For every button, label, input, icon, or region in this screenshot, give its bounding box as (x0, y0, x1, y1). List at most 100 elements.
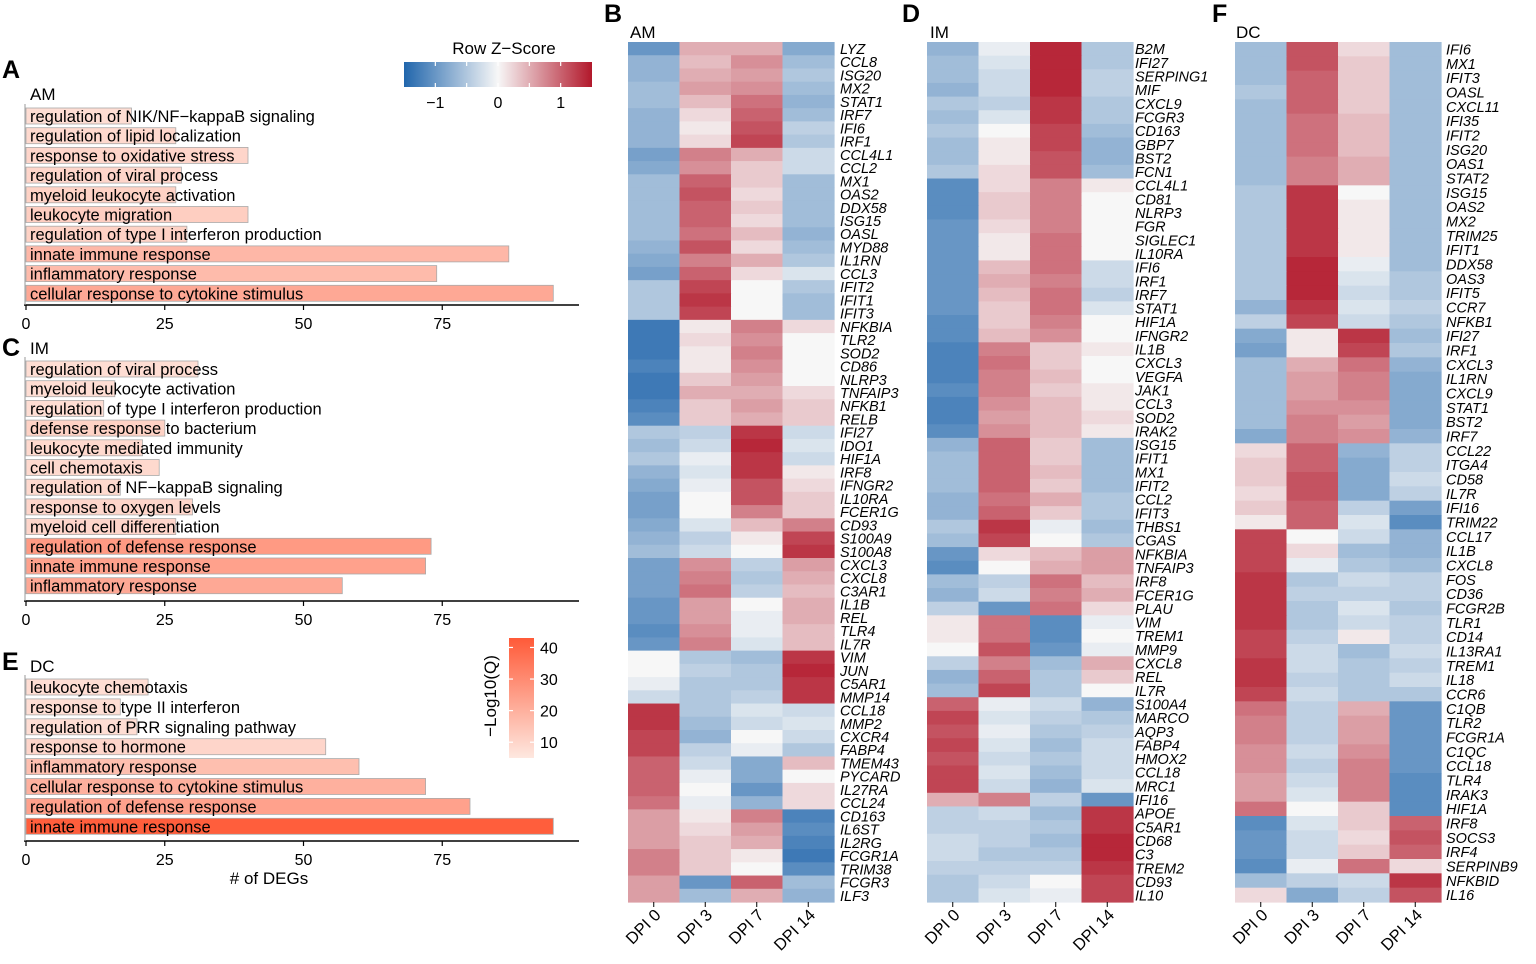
heatmap-cell (1235, 572, 1288, 588)
heatmap-cell (1389, 257, 1442, 272)
heatmap-cell (978, 847, 1031, 862)
heatmap-cell (679, 425, 732, 440)
gene-label: IRAK3 (1446, 788, 1488, 804)
heatmap-cell (1030, 820, 1083, 835)
heatmap-cell (731, 875, 784, 890)
heatmap-cell (1030, 656, 1083, 671)
heatmap-cell (679, 94, 732, 109)
gene-label: IL7R (840, 637, 871, 653)
heatmap-cell (1389, 300, 1442, 315)
gene-label: FCGR3 (1135, 111, 1184, 127)
heatmap-cell (782, 822, 835, 837)
heatmap-cell (679, 531, 732, 546)
gene-label: IL2RG (840, 836, 882, 852)
column-label: DPI 7 (1025, 906, 1067, 948)
gene-label: IRF1 (1135, 274, 1166, 290)
bar-label: response to hormone (30, 739, 186, 757)
heatmap-cell (731, 399, 784, 414)
heatmap-cell (1235, 472, 1288, 487)
heatmap-cell (1338, 300, 1391, 315)
gene-label: IRF4 (1446, 845, 1477, 861)
gene-label: ILF3 (840, 889, 869, 905)
heatmap-cell (782, 650, 835, 665)
heatmap-cell (679, 478, 732, 493)
heatmap-cell (1286, 328, 1339, 344)
heatmap-cell (628, 359, 681, 374)
heatmap-cell (1389, 730, 1442, 745)
heatmap-cell (1235, 185, 1288, 201)
gene-label: C5AR1 (1135, 820, 1182, 836)
heatmap-cell (1081, 396, 1134, 412)
heatmap-cell (1338, 343, 1391, 358)
column-label: DPI 3 (973, 906, 1015, 948)
bar (25, 518, 177, 535)
heatmap-cell (927, 396, 980, 412)
heatmap-cell (782, 663, 835, 678)
heatmap-cell (927, 533, 980, 548)
heatmap-cell (782, 68, 835, 83)
bar-charts: regulation of NIK/NF−kappaB signaling reg… (22, 104, 579, 869)
heatmap-cell (1286, 801, 1339, 817)
heatmap-cell (782, 161, 835, 175)
heatmap-cell (1338, 816, 1391, 831)
gene-label: IFIT1 (1446, 243, 1480, 259)
heatmap-cell (978, 806, 1031, 821)
heatmap-cell (782, 862, 835, 877)
heatmap-cell (978, 874, 1031, 889)
heatmap-cell (1235, 429, 1288, 444)
heatmap-cell (731, 465, 784, 480)
heatmap-cell (1338, 859, 1391, 874)
heatmap-cell (1286, 572, 1339, 588)
heatmap-cell (1081, 55, 1134, 70)
heatmap-cell (1389, 400, 1442, 416)
gene-label: IL1B (1135, 343, 1165, 359)
heatmap-cell (1081, 437, 1134, 453)
heatmap-cell (731, 253, 784, 268)
heatmap-cell (1030, 260, 1083, 275)
heatmap-cell (1235, 214, 1288, 229)
gene-label: OAS3 (1446, 272, 1485, 288)
heatmap-cell (927, 328, 980, 343)
heatmap-cell (731, 637, 784, 652)
gene-label: TRIM38 (840, 862, 892, 878)
heatmap-cell (927, 642, 980, 657)
bar-label: cell chemotaxis (30, 460, 143, 478)
heatmap-cell (978, 560, 1031, 575)
x-tick-label: 0 (22, 852, 31, 869)
heatmap-cell (782, 359, 835, 374)
heatmap-cell (1389, 816, 1442, 831)
bar (25, 577, 343, 595)
heatmap-cell (927, 888, 980, 903)
heatmap-cell (1389, 758, 1442, 774)
gene-label: IRAK2 (1135, 424, 1177, 440)
gene-label: LYZ (840, 42, 866, 58)
heatmap-cell (1235, 42, 1288, 57)
bar-label: innate immune response (30, 818, 211, 836)
gene-label: ISG15 (1446, 186, 1488, 202)
heatmap-cell (679, 491, 732, 506)
heatmap-cell (1081, 205, 1134, 221)
gene-label: IFIT1 (840, 293, 874, 309)
heatmap-cell (1030, 396, 1083, 412)
heatmap-cell (1081, 301, 1134, 316)
gene-label: ISG15 (1135, 438, 1177, 454)
q-legend-title: −Log10(Q) (481, 655, 500, 737)
heatmap-cell (1235, 758, 1288, 774)
heatmap-cell (1081, 710, 1134, 726)
heatmap-cell (1235, 887, 1288, 903)
heatmap-cell (1081, 656, 1134, 671)
heatmap-cell (679, 769, 732, 784)
heatmap-cell (978, 164, 1031, 180)
heatmap-cell (1235, 70, 1288, 86)
heatmap-cell (927, 205, 980, 221)
heatmap-cell (731, 412, 784, 427)
heatmap-cell (1286, 773, 1339, 788)
heatmap-cell (679, 253, 732, 268)
heatmap-cell (1235, 515, 1288, 530)
bar (25, 284, 554, 302)
heatmap-cell (628, 319, 681, 334)
heatmap-cell (1235, 414, 1288, 430)
heatmap-cell (978, 683, 1031, 698)
heatmap-cell (1286, 586, 1339, 602)
heatmap-cell (1235, 400, 1288, 416)
